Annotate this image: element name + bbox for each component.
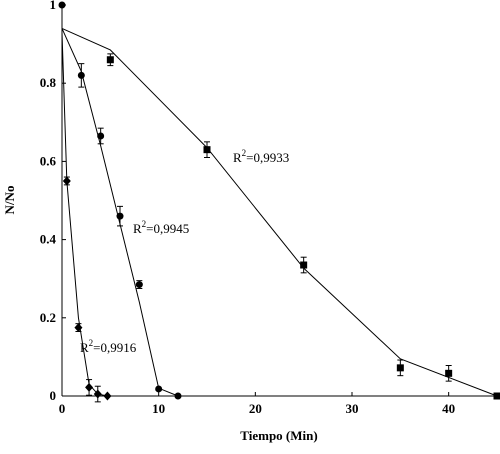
annotation-text: =0,9933 xyxy=(246,150,289,165)
point xyxy=(103,392,111,401)
point xyxy=(397,364,404,371)
x-tick-label: 40 xyxy=(442,401,455,416)
point xyxy=(204,146,211,153)
point xyxy=(494,393,500,400)
point xyxy=(136,281,143,288)
point xyxy=(63,176,71,185)
y-axis-label: N/No xyxy=(2,186,17,215)
point xyxy=(117,213,124,220)
x-tick-label: 10 xyxy=(152,401,165,416)
point xyxy=(85,383,93,392)
point xyxy=(78,72,85,79)
point xyxy=(445,370,452,377)
point xyxy=(175,393,182,400)
y-tick-label: 0 xyxy=(50,388,57,403)
x-tick-label: 30 xyxy=(346,401,359,416)
point xyxy=(59,2,66,9)
annotation-text: =0,9916 xyxy=(93,340,137,355)
annotation-base: R xyxy=(233,150,242,165)
x-axis-label: Tiempo (Min) xyxy=(240,428,317,443)
annotation-base: R xyxy=(133,221,142,236)
point xyxy=(97,132,104,139)
y-tick-label: 0.8 xyxy=(40,75,57,90)
annotation: R2=0,9945 xyxy=(133,219,189,236)
y-tick-label: 0.6 xyxy=(40,153,57,168)
point xyxy=(74,323,82,332)
x-tick-label: 0 xyxy=(59,401,66,416)
y-tick-label: 0.4 xyxy=(40,232,57,247)
y-tick-label: 1 xyxy=(50,0,57,12)
point xyxy=(155,385,162,392)
annotation-base: R xyxy=(80,340,89,355)
point xyxy=(300,262,307,269)
annotation: R2=0,9933 xyxy=(233,148,289,165)
point xyxy=(107,56,114,63)
annotation: R2=0,9916 xyxy=(80,338,137,355)
x-tick-label: 20 xyxy=(249,401,262,416)
y-tick-label: 0.2 xyxy=(40,310,56,325)
annotation-text: =0,9945 xyxy=(146,221,189,236)
